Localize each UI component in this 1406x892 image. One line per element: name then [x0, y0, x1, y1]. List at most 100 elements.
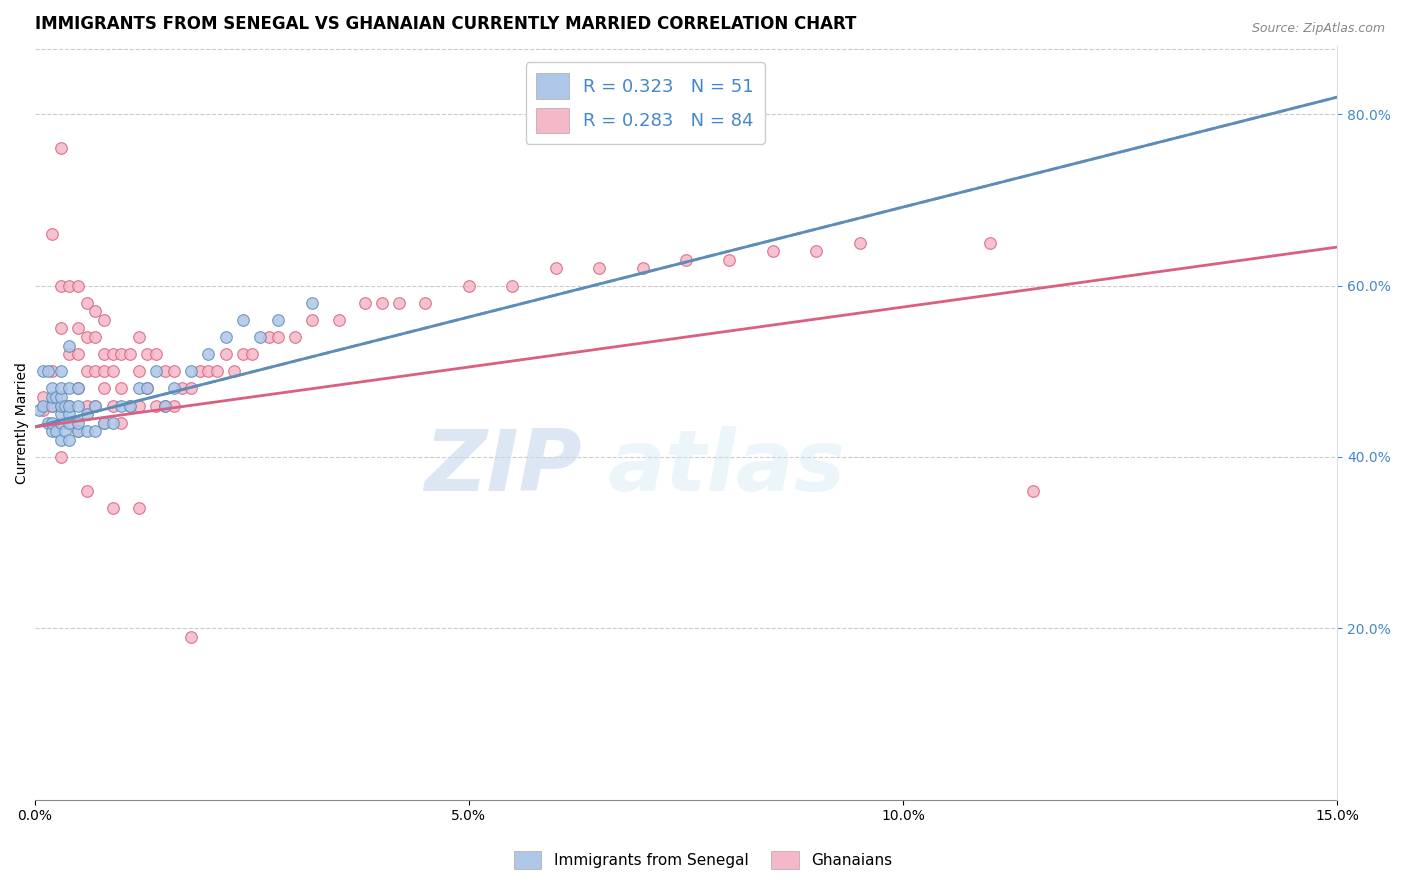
Point: [58, 399, 80, 413]
Point: [49, 433, 72, 447]
Point: [49, 278, 72, 293]
Point: [101, 416, 124, 430]
Point: [58, 416, 80, 430]
Point: [301, 313, 323, 327]
Point: [188, 364, 211, 378]
Point: [110, 347, 132, 361]
Point: [388, 295, 411, 310]
Point: [49, 390, 72, 404]
Point: [37, 364, 59, 378]
Point: [41, 399, 63, 413]
Point: [76, 399, 98, 413]
Point: [84, 330, 107, 344]
Point: [162, 399, 184, 413]
Point: [93, 347, 115, 361]
Point: [58, 381, 80, 395]
Point: [301, 295, 323, 310]
Point: [58, 338, 80, 352]
Text: ZIP: ZIP: [425, 426, 582, 509]
Point: [93, 381, 115, 395]
Point: [110, 381, 132, 395]
Point: [93, 416, 115, 430]
Point: [66, 347, 89, 361]
Point: [267, 313, 290, 327]
Point: [457, 278, 479, 293]
Point: [32, 390, 55, 404]
Point: [136, 381, 159, 395]
Point: [848, 235, 870, 250]
Point: [224, 364, 246, 378]
Point: [93, 416, 115, 430]
Point: [205, 364, 228, 378]
Point: [76, 330, 98, 344]
Point: [128, 381, 150, 395]
Point: [284, 330, 307, 344]
Point: [49, 399, 72, 413]
Point: [66, 416, 89, 430]
Point: [76, 484, 98, 499]
Point: [28, 402, 51, 417]
Point: [214, 347, 236, 361]
Point: [66, 424, 89, 438]
Point: [32, 364, 55, 378]
Point: [267, 330, 290, 344]
Point: [240, 347, 263, 361]
Point: [145, 364, 167, 378]
Point: [93, 364, 115, 378]
Point: [66, 399, 89, 413]
Point: [41, 227, 63, 242]
Point: [66, 321, 89, 335]
Point: [32, 402, 55, 417]
Point: [214, 330, 236, 344]
Point: [806, 244, 828, 259]
Point: [153, 399, 176, 413]
Point: [49, 399, 72, 413]
Point: [120, 347, 142, 361]
Point: [84, 399, 107, 413]
Point: [197, 364, 219, 378]
Point: [32, 399, 55, 413]
Point: [45, 424, 67, 438]
Point: [718, 252, 741, 267]
Point: [101, 399, 124, 413]
Point: [371, 295, 394, 310]
Point: [120, 399, 142, 413]
Point: [66, 424, 89, 438]
Point: [93, 313, 115, 327]
Point: [58, 407, 80, 421]
Point: [128, 330, 150, 344]
Point: [979, 235, 1001, 250]
Point: [153, 399, 176, 413]
Point: [1022, 484, 1045, 499]
Point: [110, 399, 132, 413]
Point: [544, 261, 567, 276]
Point: [49, 381, 72, 395]
Point: [631, 261, 654, 276]
Point: [162, 381, 184, 395]
Point: [110, 416, 132, 430]
Text: IMMIGRANTS FROM SENEGAL VS GHANAIAN CURRENTLY MARRIED CORRELATION CHART: IMMIGRANTS FROM SENEGAL VS GHANAIAN CURR…: [35, 15, 856, 33]
Point: [675, 252, 697, 267]
Point: [101, 347, 124, 361]
Point: [66, 381, 89, 395]
Point: [101, 364, 124, 378]
Point: [257, 330, 280, 344]
Point: [353, 295, 375, 310]
Point: [58, 433, 80, 447]
Point: [41, 364, 63, 378]
Point: [53, 424, 76, 438]
Point: [66, 278, 89, 293]
Point: [76, 407, 98, 421]
Point: [415, 295, 437, 310]
Point: [153, 364, 176, 378]
Point: [76, 295, 98, 310]
Point: [128, 364, 150, 378]
Point: [501, 278, 523, 293]
Point: [249, 330, 271, 344]
Point: [41, 424, 63, 438]
Point: [84, 364, 107, 378]
Point: [49, 321, 72, 335]
Point: [37, 416, 59, 430]
Text: Source: ZipAtlas.com: Source: ZipAtlas.com: [1251, 22, 1385, 36]
Point: [588, 261, 610, 276]
